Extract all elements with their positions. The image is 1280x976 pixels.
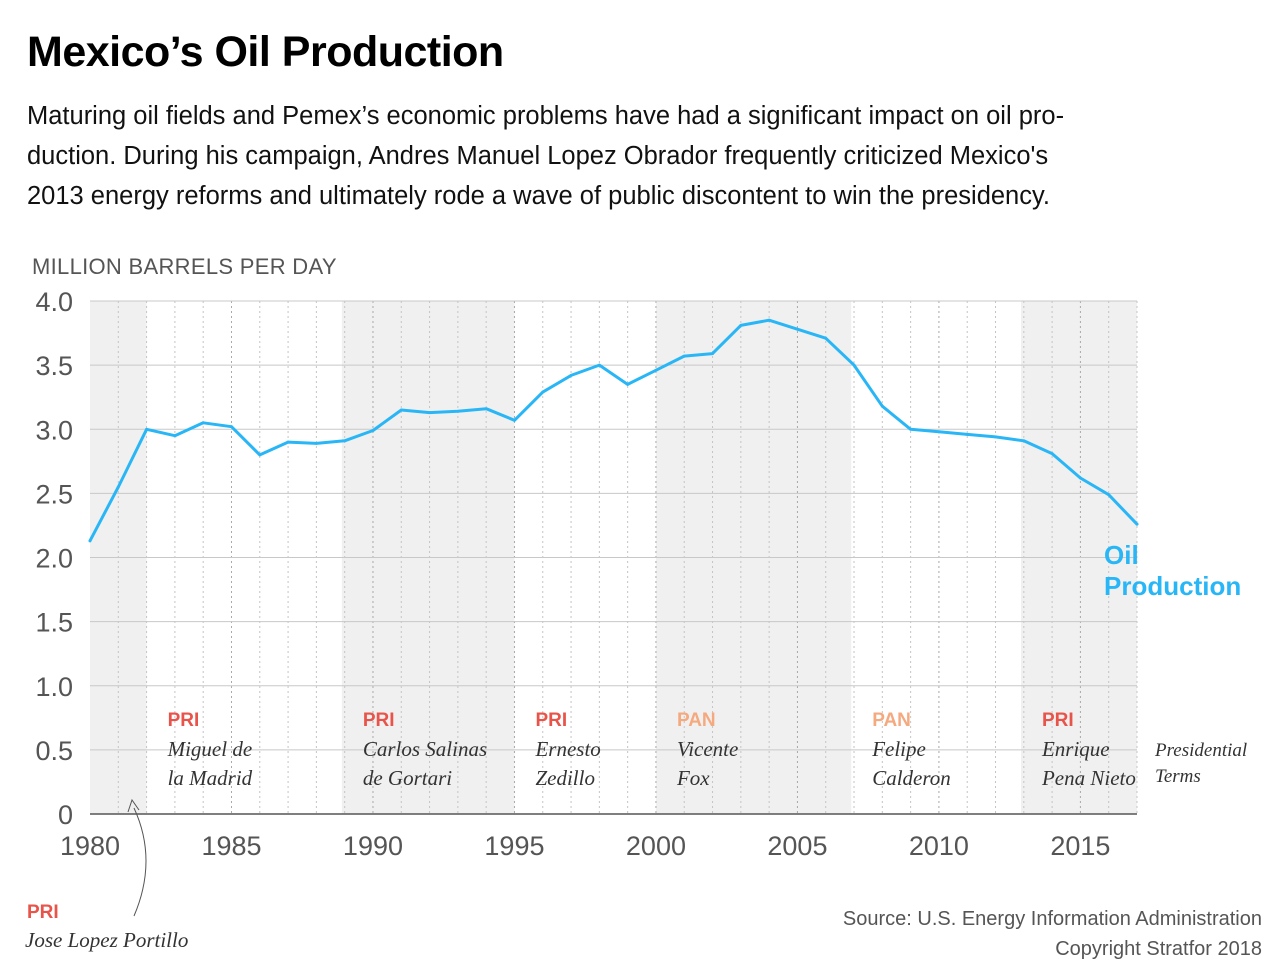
data-point bbox=[626, 382, 630, 386]
y-tick-label: 2.0 bbox=[35, 544, 73, 574]
y-tick-label: 3.5 bbox=[35, 351, 73, 381]
president-name-label: de Gortari bbox=[363, 766, 452, 790]
president-name-label: Zedillo bbox=[535, 766, 595, 790]
data-point bbox=[286, 440, 290, 444]
term-party-label: PRI bbox=[168, 710, 200, 731]
data-point bbox=[314, 441, 318, 445]
data-point bbox=[1079, 476, 1082, 480]
data-point bbox=[1022, 439, 1026, 443]
president-name-label: Enrique bbox=[1041, 737, 1110, 761]
subtitle-line: 2013 energy reforms and ultimately rode … bbox=[27, 182, 1050, 210]
data-point bbox=[541, 390, 545, 394]
data-point bbox=[1107, 493, 1111, 497]
president-name-label: Vicente bbox=[677, 737, 738, 761]
data-point bbox=[597, 363, 601, 367]
presidential-terms-label: Presidential bbox=[1154, 740, 1247, 761]
x-tick-label: 2015 bbox=[1050, 831, 1110, 861]
y-tick-labels: 0 0.5 1.0 1.5 2.0 2.5 3.0 3.5 4.0 bbox=[35, 287, 73, 830]
y-tick-label: 2.5 bbox=[35, 479, 73, 509]
source-note: Source: U.S. Energy Information Administ… bbox=[843, 904, 1262, 964]
annotation-arrowhead bbox=[127, 798, 140, 813]
data-point bbox=[965, 432, 969, 436]
data-point bbox=[767, 318, 771, 322]
data-point bbox=[230, 425, 233, 429]
presidential-terms: PRI Jose Lopez Portillo PRI Miguel de la Mad… bbox=[25, 710, 1247, 952]
term-party-label: PRI bbox=[27, 902, 59, 923]
data-point bbox=[343, 439, 347, 443]
y-tick-label: 0 bbox=[58, 800, 73, 830]
x-tick-label: 2000 bbox=[626, 831, 686, 861]
data-point bbox=[937, 430, 941, 434]
y-tick-label: 3.0 bbox=[35, 415, 73, 445]
data-point bbox=[569, 373, 573, 377]
data-point bbox=[484, 407, 488, 411]
president-name-label: Pena Nieto bbox=[1041, 766, 1136, 790]
data-point bbox=[201, 421, 205, 425]
x-tick-label: 2010 bbox=[909, 831, 969, 861]
y-tick-label: 0.5 bbox=[35, 736, 73, 766]
data-point bbox=[654, 368, 658, 372]
y-axis-label: MILLION BARRELS PER DAY bbox=[32, 254, 337, 279]
y-tick-label: 4.0 bbox=[35, 287, 73, 317]
data-point bbox=[513, 418, 516, 422]
oil-production-line bbox=[88, 318, 1139, 543]
data-point bbox=[880, 404, 884, 408]
x-tick-label: 1985 bbox=[201, 831, 261, 861]
series-label: Oil bbox=[1104, 540, 1139, 570]
term-party-label: PRI bbox=[1042, 710, 1074, 731]
term-party-label: PAN bbox=[872, 710, 911, 731]
data-point bbox=[1050, 452, 1054, 456]
president-name-label: Ernesto bbox=[534, 737, 600, 761]
x-tick-label: 1990 bbox=[343, 831, 403, 861]
data-point bbox=[456, 409, 460, 413]
president-name-label: Fox bbox=[676, 766, 710, 790]
president-name-label: Miguel de bbox=[167, 737, 253, 761]
chart-subtitle: Maturing oil fields and Pemex’s economic… bbox=[27, 96, 1257, 216]
data-point bbox=[852, 363, 856, 367]
gridlines bbox=[90, 300, 1138, 815]
president-name-label: la Madrid bbox=[168, 766, 253, 790]
president-name-label: Felipe bbox=[871, 737, 926, 761]
data-point bbox=[173, 434, 177, 438]
president-name-label: Calderon bbox=[872, 766, 951, 790]
annotation-arrow bbox=[133, 807, 147, 917]
president-name-label: Carlos Salinas bbox=[363, 737, 487, 761]
copyright-text: Copyright Stratfor 2018 bbox=[1055, 938, 1262, 960]
data-point bbox=[145, 427, 148, 431]
y-tick-label: 1.0 bbox=[35, 672, 73, 702]
x-tick-label: 1995 bbox=[484, 831, 544, 861]
data-point bbox=[399, 408, 403, 412]
x-tick-label: 1980 bbox=[60, 831, 120, 861]
data-point bbox=[1135, 522, 1139, 526]
subtitle-line: Maturing oil fields and Pemex’s economic… bbox=[27, 102, 1065, 130]
x-tick-labels: 1980 1985 1990 1995 2000 2005 2010 2015 bbox=[60, 831, 1110, 861]
data-point bbox=[428, 411, 431, 414]
x-tick-label: 2005 bbox=[767, 831, 827, 861]
data-point bbox=[994, 435, 997, 439]
data-point bbox=[371, 429, 375, 432]
term-party-label: PRI bbox=[535, 710, 567, 731]
president-name-label: Jose Lopez Portillo bbox=[25, 928, 188, 952]
data-point bbox=[796, 327, 799, 331]
data-point bbox=[682, 354, 686, 358]
data-point bbox=[88, 539, 92, 543]
data-point bbox=[116, 485, 120, 489]
data-point bbox=[258, 453, 262, 457]
y-tick-label: 1.5 bbox=[35, 608, 73, 638]
subtitle-line: duction. During his campaign, Andres Man… bbox=[27, 142, 1049, 170]
presidential-terms-label: Terms bbox=[1155, 766, 1201, 787]
data-point bbox=[739, 323, 743, 327]
data-point bbox=[909, 427, 913, 431]
data-point bbox=[711, 352, 714, 355]
chart-title: Mexico’s Oil Production bbox=[27, 28, 504, 76]
term-party-label: PAN bbox=[677, 710, 716, 731]
series-label: Production bbox=[1104, 571, 1241, 601]
source-text: Source: U.S. Energy Information Administ… bbox=[842, 908, 1262, 930]
term-party-label: PRI bbox=[363, 710, 395, 731]
data-point bbox=[824, 336, 828, 340]
